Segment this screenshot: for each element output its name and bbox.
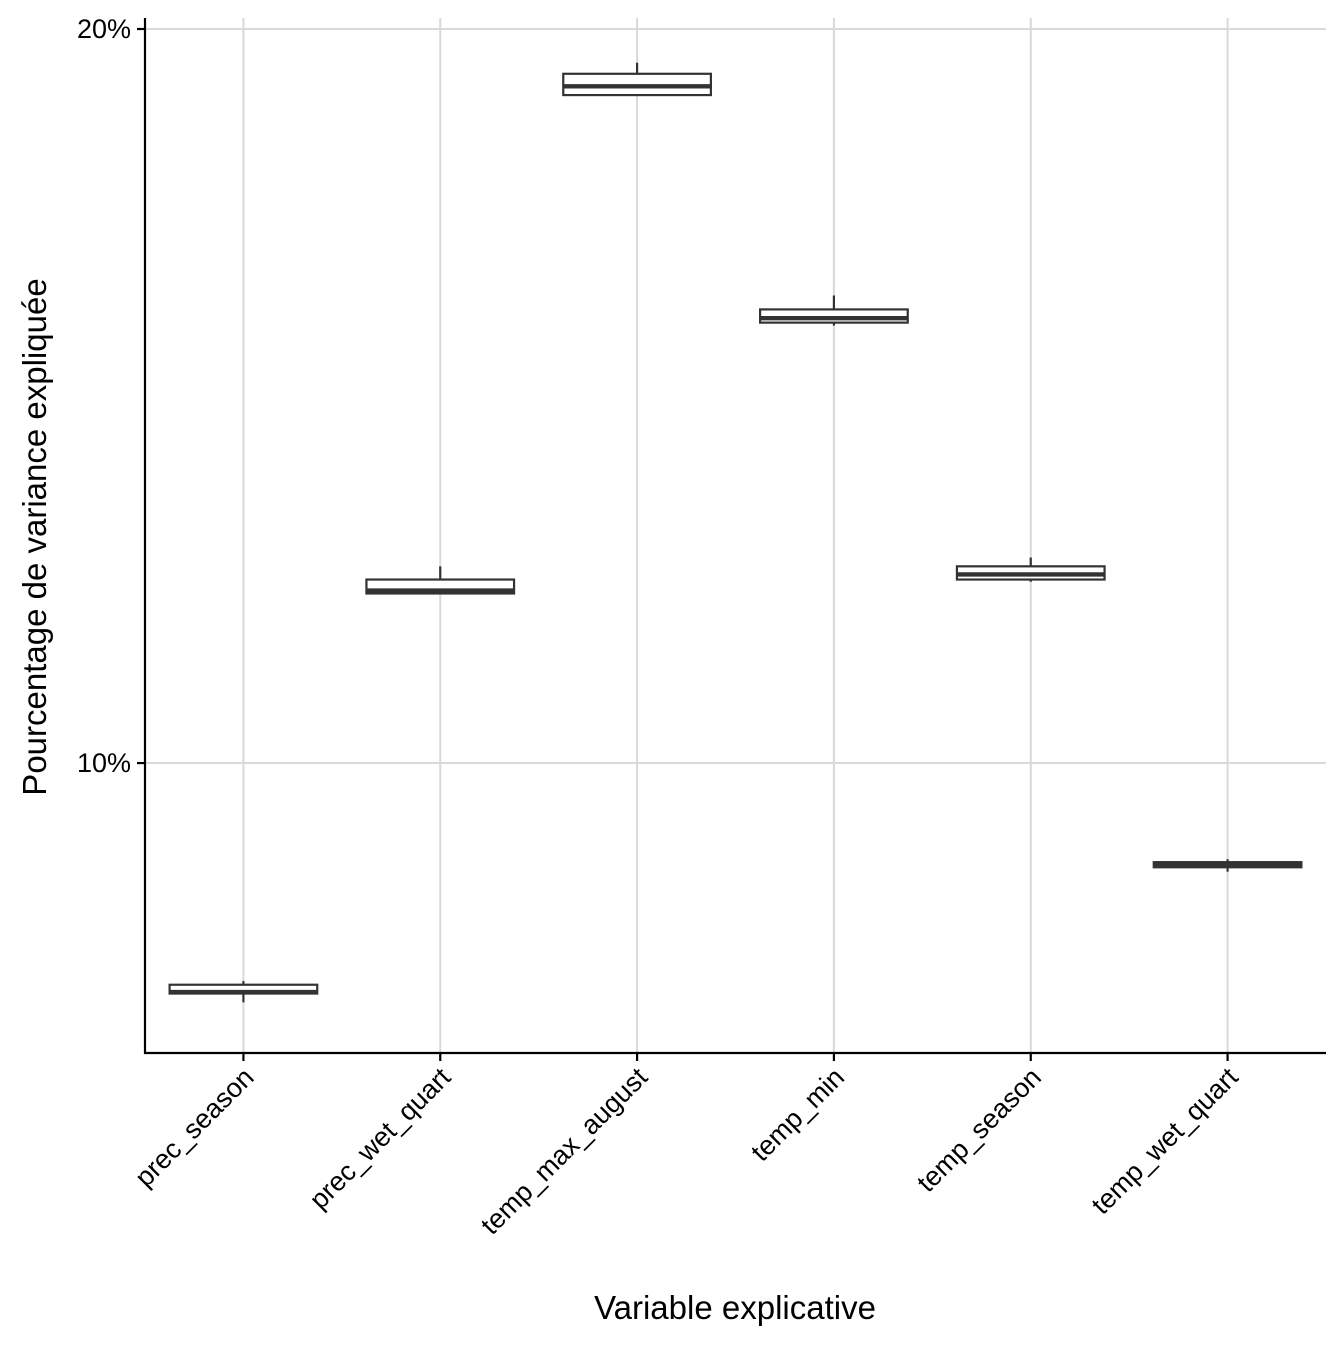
axis-layer — [137, 18, 1326, 1061]
box-prec_wet_quart — [365, 566, 516, 595]
box-temp_season — [955, 557, 1106, 582]
x-axis-title: Variable explicative — [594, 1289, 876, 1326]
x-tick-label-temp_min: temp_min — [745, 1062, 850, 1167]
box-temp_min — [759, 295, 909, 326]
label-layer: 10% 20% prec_season prec_wet_quart temp_max_… — [77, 14, 1244, 1240]
box-layer — [168, 62, 1303, 1003]
box-temp_max_august — [562, 62, 712, 97]
box-rect-temp_min — [759, 308, 909, 324]
box-prec_season — [168, 981, 319, 1003]
y-axis-title: Pourcentage de variance expliquée — [16, 278, 53, 795]
x-tick-label-temp_season: temp_season — [911, 1062, 1047, 1198]
grid-layer — [145, 18, 1326, 1053]
x-tick-label-prec_wet_quart: prec_wet_quart — [304, 1062, 457, 1215]
x-tick-label-temp_max_august: temp_max_august — [475, 1062, 654, 1241]
y-tick-label-0: 10% — [77, 748, 131, 778]
x-tick-label-prec_season: prec_season — [129, 1062, 260, 1193]
y-tick-label-1: 20% — [77, 14, 131, 44]
box-temp_wet_quart — [1152, 859, 1303, 872]
x-tick-label-temp_wet_quart: temp_wet_quart — [1086, 1062, 1244, 1220]
